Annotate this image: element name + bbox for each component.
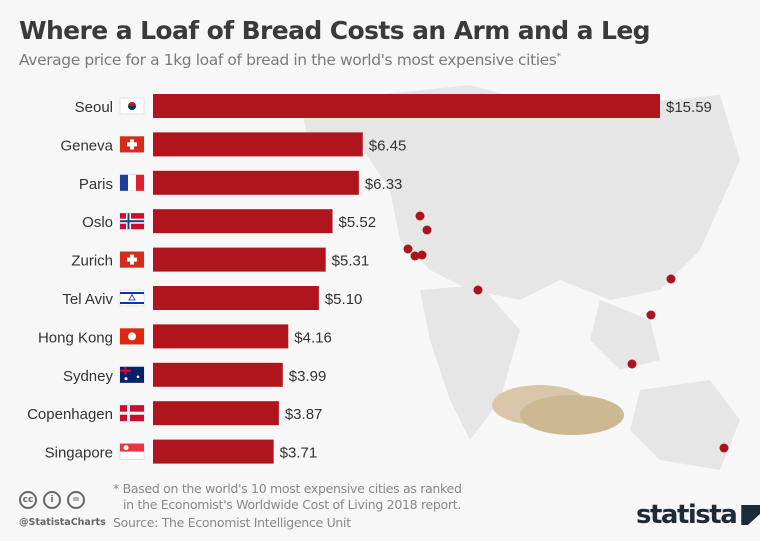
bar	[153, 362, 283, 387]
category-label: Geneva	[60, 137, 113, 154]
bar-row: Tel Aviv $5.10	[62, 286, 362, 310]
footnote-marker: *	[556, 51, 561, 62]
bar	[153, 324, 289, 349]
category-label: Hong Kong	[38, 329, 113, 346]
category-label: Sydney	[63, 368, 114, 385]
bar	[153, 439, 274, 464]
license-icons: cc i =	[19, 491, 85, 509]
bar	[153, 209, 333, 234]
value-label: $5.10	[325, 291, 363, 308]
bar-row: Zurich $5.31	[71, 247, 370, 272]
denmark-flag-icon	[119, 404, 145, 422]
statista-logo[interactable]: statista	[636, 500, 760, 530]
value-label: $3.71	[280, 445, 318, 462]
hong-kong-flag-icon	[119, 328, 145, 345]
category-label: Singapore	[45, 445, 113, 462]
statista-logo-icon	[741, 505, 760, 525]
value-label: $3.87	[285, 406, 323, 423]
switzerland-flag-icon	[119, 251, 145, 268]
norway-flag-icon	[119, 212, 145, 230]
value-label: $5.52	[339, 214, 377, 231]
bar-row: Sydney $3.99	[63, 362, 327, 387]
bar-row: Paris $6.33	[79, 170, 403, 195]
category-label: Zurich	[71, 253, 113, 270]
logo-text: statista	[636, 500, 738, 530]
source: Source: The Economist Intelligence Unit	[113, 515, 351, 530]
chart-subtitle: Average price for a 1kg loaf of bread in…	[19, 51, 561, 69]
value-label: $6.33	[365, 176, 403, 193]
bar-row: Seoul $15.59	[75, 94, 712, 118]
subtitle-text: Average price for a 1kg loaf of bread in…	[19, 51, 557, 69]
australia-flag-icon	[119, 366, 145, 384]
bar	[153, 170, 359, 195]
attribution-icon: i	[43, 491, 61, 509]
twitter-handle: @StatistaCharts	[19, 517, 106, 528]
israel-flag-icon	[119, 289, 145, 307]
value-label: $5.31	[332, 253, 370, 270]
category-label: Copenhagen	[27, 406, 113, 423]
category-label: Paris	[79, 176, 113, 193]
value-label: $15.59	[666, 99, 712, 116]
city-dots	[403, 211, 729, 453]
footnote: * Based on the world's 10 most expensive…	[113, 481, 462, 513]
footnote-line: in the Economist's Worldwide Cost of Liv…	[123, 497, 462, 512]
footnote-line: * Based on the world's 10 most expensive…	[113, 481, 462, 496]
value-label: $4.16	[294, 329, 332, 346]
bar	[153, 94, 660, 118]
south-korea-flag-icon	[119, 97, 145, 115]
no-derivatives-icon: =	[67, 491, 85, 509]
switzerland-flag-icon	[119, 136, 145, 153]
france-flag-icon	[119, 174, 145, 192]
bar-row: Hong Kong $4.16	[38, 324, 332, 349]
cc-icon: cc	[19, 491, 37, 509]
singapore-flag-icon	[119, 443, 145, 460]
bar	[153, 286, 319, 310]
category-label: Tel Aviv	[62, 291, 113, 308]
bar-row: Copenhagen $3.87	[27, 401, 323, 426]
bar	[153, 401, 279, 426]
category-label: Oslo	[82, 214, 113, 231]
bar-row: Oslo $5.52	[82, 209, 377, 234]
chart-title: Where a Loaf of Bread Costs an Arm and a…	[19, 16, 651, 45]
bar-row: Singapore $3.71	[45, 439, 318, 464]
bar	[153, 132, 363, 157]
value-label: $3.99	[289, 368, 327, 385]
bar-row: Geneva $6.45	[60, 132, 407, 157]
bar	[153, 247, 326, 272]
category-label: Seoul	[75, 99, 113, 116]
value-label: $6.45	[369, 137, 407, 154]
bread-illustration	[492, 385, 624, 435]
